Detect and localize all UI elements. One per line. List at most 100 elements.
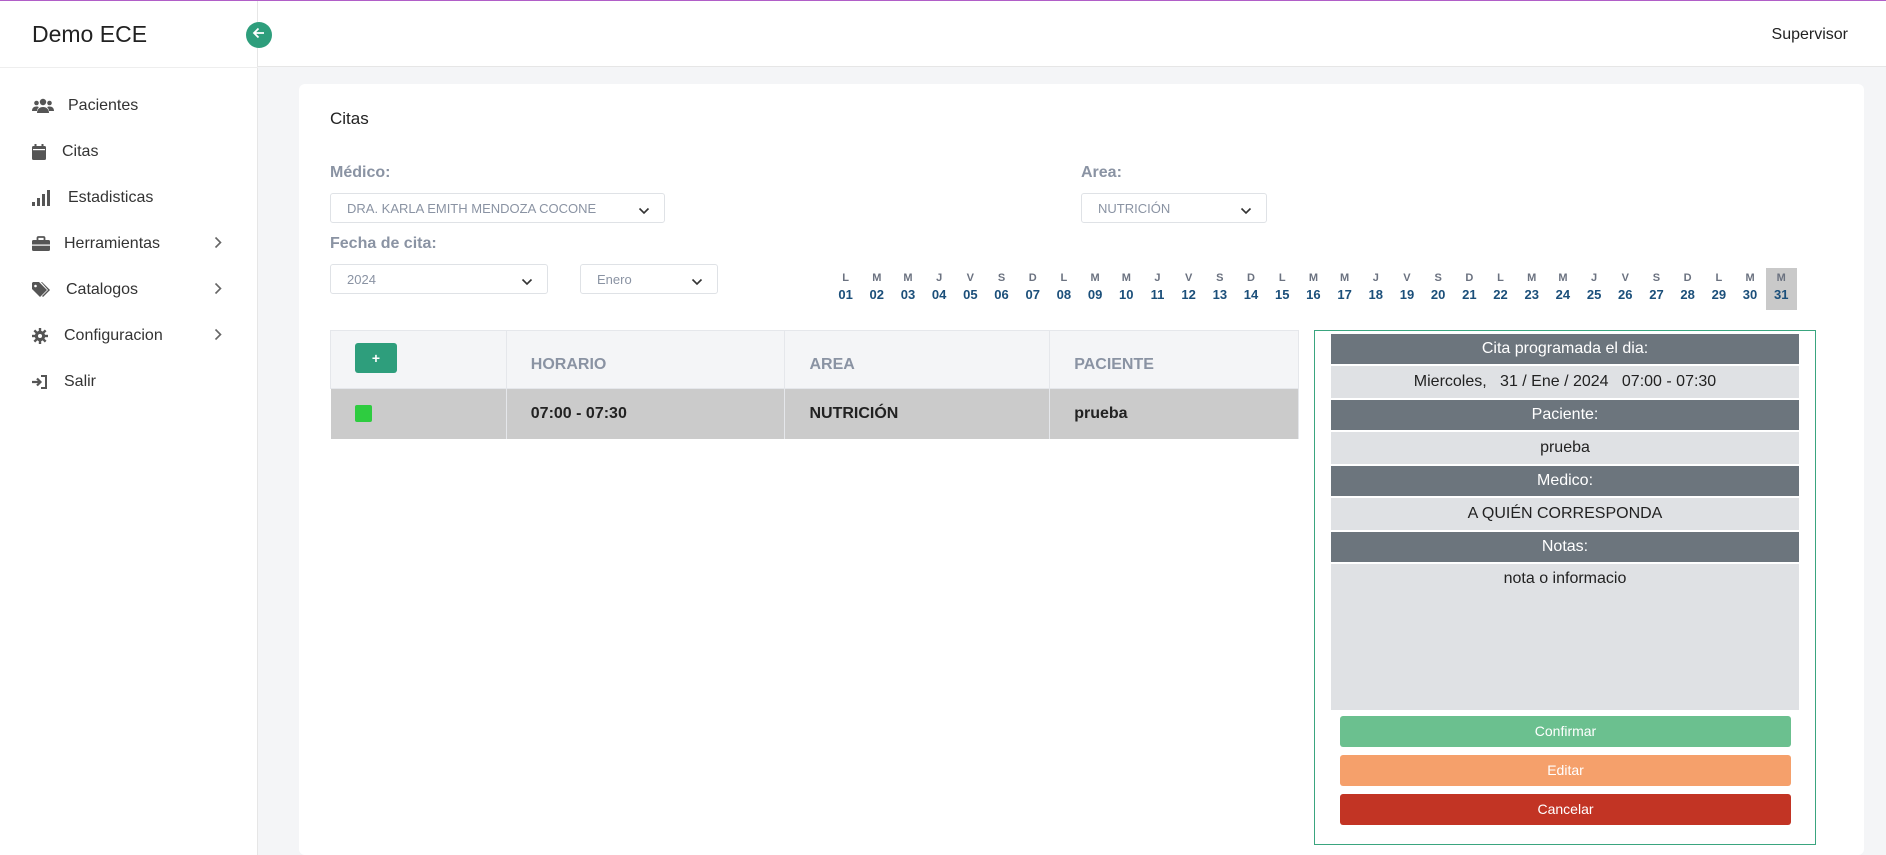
table-header-paciente: PACIENTE	[1049, 330, 1299, 389]
cancel-button[interactable]: Cancelar	[1340, 794, 1791, 825]
day-cell[interactable]: M 09	[1080, 268, 1111, 310]
day-cell[interactable]: V 12	[1173, 268, 1204, 310]
top-header: Supervisor	[258, 1, 1886, 67]
sidebar-item-label: Citas	[62, 143, 99, 160]
day-cell[interactable]: L 01	[830, 268, 861, 310]
day-cell[interactable]: M 10	[1111, 268, 1142, 310]
day-cell[interactable]: L 29	[1703, 268, 1734, 310]
sidebar-item-estadisticas[interactable]: Estadisticas	[0, 175, 258, 221]
day-number: 31	[1773, 287, 1789, 302]
day-weekday-label: S	[1652, 272, 1661, 284]
day-cell[interactable]: S 27	[1641, 268, 1672, 310]
sign-out-icon	[32, 373, 52, 391]
add-appointment-button[interactable]: +	[355, 343, 397, 373]
day-cell[interactable]: M 30	[1734, 268, 1765, 310]
day-number: 22	[1493, 287, 1508, 302]
table-row[interactable]: 07:00 - 07:30 NUTRICIÓN prueba	[330, 388, 1299, 439]
day-cell[interactable]: D 14	[1235, 268, 1266, 310]
day-cell[interactable]: J 25	[1579, 268, 1610, 310]
day-number: 20	[1430, 287, 1446, 302]
day-cell[interactable]: M 24	[1547, 268, 1578, 310]
status-cell	[330, 388, 507, 439]
day-number: 06	[994, 287, 1009, 302]
sidebar-item-label: Estadisticas	[68, 189, 154, 206]
day-weekday-label: L	[1278, 272, 1286, 284]
day-number: 21	[1462, 287, 1477, 302]
day-cell[interactable]: V 05	[955, 268, 986, 310]
detail-fecha-value: Miercoles, 31 / Ene / 2024 07:00 - 07:30	[1331, 366, 1799, 398]
day-cell[interactable]: M 03	[892, 268, 923, 310]
sidebar-item-label: Salir	[64, 373, 97, 390]
day-cell[interactable]: M 17	[1329, 268, 1360, 310]
day-number: 05	[963, 287, 978, 302]
day-cell[interactable]: D 21	[1454, 268, 1485, 310]
day-number: 01	[838, 287, 853, 302]
brand-title: Demo ECE	[32, 21, 148, 47]
day-number: 30	[1742, 287, 1758, 302]
day-cell[interactable]: V 26	[1610, 268, 1641, 310]
day-weekday-label: J	[936, 272, 943, 284]
medico-label: Médico:	[330, 164, 391, 181]
day-cell[interactable]: L 08	[1048, 268, 1079, 310]
day-weekday-label: M	[1745, 272, 1755, 284]
day-number: 07	[1025, 287, 1040, 302]
day-cell[interactable]: S 06	[986, 268, 1017, 310]
day-cell[interactable]: S 20	[1423, 268, 1454, 310]
edit-button[interactable]: Editar	[1340, 755, 1791, 786]
sidebar-divider	[0, 67, 258, 68]
sidebar-item-herramientas[interactable]: Herramientas	[0, 221, 258, 267]
month-select[interactable]: Enero	[580, 264, 718, 294]
day-number: 15	[1274, 287, 1290, 302]
day-weekday-label: S	[1216, 272, 1224, 284]
paciente-cell: prueba	[1049, 388, 1299, 439]
chevron-right-icon	[214, 236, 222, 254]
day-number: 16	[1306, 287, 1321, 302]
day-cell[interactable]: V 19	[1391, 268, 1422, 310]
day-weekday-label: D	[1247, 272, 1255, 284]
day-cell[interactable]: L 15	[1267, 268, 1298, 310]
sidebar-item-pacientes[interactable]: Pacientes	[0, 83, 258, 129]
chevron-right-icon	[214, 282, 222, 300]
sidebar-item-label: Configuracion	[64, 327, 163, 344]
sidebar-item-configuracion[interactable]: Configuracion	[0, 313, 258, 359]
day-cell[interactable]: J 04	[924, 268, 955, 310]
appointment-detail-panel: Cita programada el dia: Miercoles, 31 / …	[1314, 330, 1816, 845]
day-cell[interactable]: S 13	[1204, 268, 1235, 310]
day-number: 08	[1056, 287, 1072, 302]
day-cell[interactable]: D 28	[1672, 268, 1703, 310]
day-weekday-label: S	[997, 272, 1006, 284]
user-menu[interactable]: Supervisor	[1771, 26, 1848, 43]
day-cell[interactable]: D 07	[1017, 268, 1048, 310]
sidebar-item-citas[interactable]: Citas	[0, 129, 258, 175]
day-number: 11	[1150, 287, 1165, 302]
day-cell[interactable]: M 31	[1765, 268, 1797, 310]
day-number: 13	[1212, 287, 1228, 302]
year-select[interactable]: 2024	[330, 264, 548, 294]
day-cell[interactable]: M 02	[861, 268, 892, 310]
day-cell[interactable]: J 11	[1142, 268, 1173, 310]
medico-select[interactable]: DRA. KARLA EMITH MENDOZA COCONE	[330, 193, 665, 223]
area-select[interactable]: NUTRICIÓN	[1081, 193, 1267, 223]
day-weekday-label: M	[1527, 272, 1537, 284]
day-weekday-label: V	[1403, 272, 1411, 284]
horario-cell: 07:00 - 07:30	[506, 388, 786, 439]
day-number: 28	[1680, 287, 1695, 302]
day-weekday-label: L	[842, 272, 849, 284]
detail-heading-paciente: Paciente:	[1331, 400, 1799, 430]
confirm-button[interactable]: Confirmar	[1340, 716, 1791, 747]
collapse-sidebar-button[interactable]	[246, 22, 272, 48]
arrow-left-icon	[252, 26, 266, 45]
day-cell[interactable]: L 22	[1485, 268, 1516, 310]
year-select-value: 2024	[347, 271, 376, 287]
day-cell[interactable]: J 18	[1360, 268, 1391, 310]
day-cell[interactable]: M 23	[1516, 268, 1547, 310]
day-weekday-label: L	[1060, 272, 1068, 284]
sidebar: Demo ECE Pacientes Citas Estadisticas He…	[0, 1, 258, 855]
day-weekday-label: M	[1776, 272, 1786, 284]
chevron-down-icon	[691, 274, 703, 289]
day-cell[interactable]: M 16	[1298, 268, 1329, 310]
sidebar-item-salir[interactable]: Salir	[0, 359, 258, 405]
day-number: 26	[1618, 287, 1633, 302]
fecha-label: Fecha de cita:	[330, 235, 437, 252]
sidebar-item-catalogos[interactable]: Catalogos	[0, 267, 258, 313]
